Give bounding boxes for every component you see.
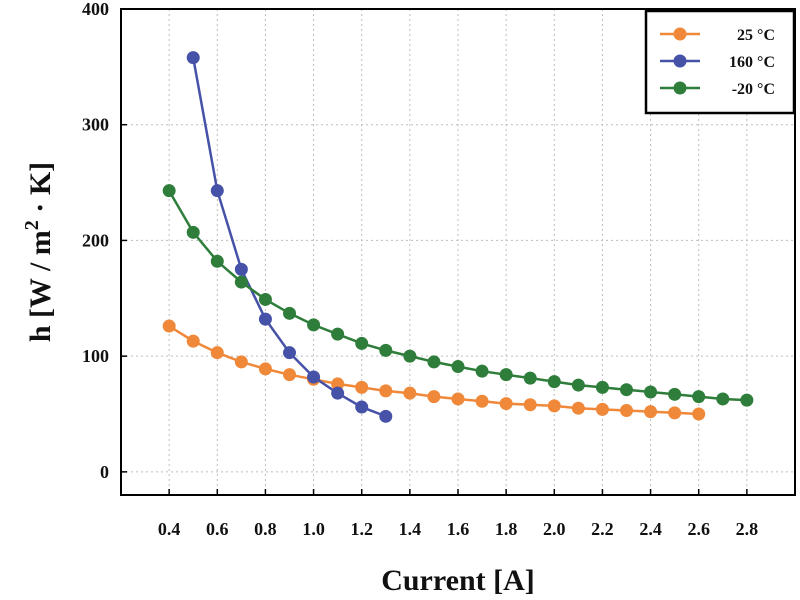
series-25c-point bbox=[475, 394, 489, 408]
series-160c-point bbox=[307, 370, 321, 384]
series-20c-point bbox=[210, 254, 224, 268]
series-25c-point bbox=[234, 355, 248, 369]
series-20c-point bbox=[234, 275, 248, 289]
series-20c-point bbox=[355, 336, 369, 350]
series-25c-point bbox=[403, 386, 417, 400]
series-20c-point bbox=[331, 327, 345, 341]
x-tick-label: 2.2 bbox=[591, 519, 614, 539]
series-25c-point bbox=[379, 384, 393, 398]
series-20c-point bbox=[740, 393, 754, 407]
series-20c-point bbox=[716, 392, 730, 406]
legend-box bbox=[644, 9, 796, 115]
series-160c-point bbox=[355, 400, 369, 414]
y-tick-label: 300 bbox=[82, 115, 109, 135]
x-tick-label: 1.4 bbox=[399, 519, 422, 539]
x-tick-label: 2.4 bbox=[639, 519, 662, 539]
series-160c-point bbox=[283, 346, 296, 360]
series-160c-point bbox=[210, 184, 224, 198]
series-25c-point bbox=[355, 380, 369, 394]
series-20c-point bbox=[403, 349, 417, 363]
series-25c-point bbox=[547, 399, 561, 413]
y-axis-title-suffix: · K] bbox=[24, 162, 57, 220]
y-axis-title-superscript: 2 bbox=[21, 220, 43, 230]
y-axis-title: h [W / m2 · K] bbox=[21, 162, 57, 342]
x-tick-label: 2.8 bbox=[736, 519, 759, 539]
series-160c-point bbox=[234, 262, 248, 276]
series-25c-point bbox=[595, 402, 609, 416]
x-tick-label: 2.0 bbox=[543, 519, 566, 539]
series-20c-point bbox=[620, 383, 633, 397]
legend-item-20c: -20 °C bbox=[660, 81, 775, 98]
legend-label: 160 °C bbox=[729, 54, 775, 71]
series-20c-point bbox=[186, 225, 200, 239]
series-20c-point bbox=[307, 318, 321, 332]
series-160c-point bbox=[186, 51, 200, 65]
y-tick-label: 200 bbox=[82, 230, 109, 250]
series-20c-point bbox=[283, 306, 296, 320]
series-20c-point bbox=[427, 355, 441, 369]
series-20c-point bbox=[547, 375, 561, 389]
series-25c-point bbox=[499, 397, 513, 411]
legend-swatch-marker bbox=[673, 81, 687, 95]
series-25c-point bbox=[644, 405, 658, 419]
series-20c-point bbox=[451, 360, 465, 374]
series-20c-point bbox=[475, 364, 489, 378]
series-25c-point bbox=[668, 406, 682, 420]
y-tick-label: 400 bbox=[82, 0, 109, 19]
x-tick-label: 2.6 bbox=[687, 519, 710, 539]
x-tick-label: 1.6 bbox=[447, 519, 470, 539]
legend: 25 °C 160 °C -20 °C bbox=[644, 9, 796, 115]
series-25c-point bbox=[451, 392, 465, 406]
y-tick-label: 0 bbox=[100, 462, 109, 482]
series-160c-point bbox=[331, 386, 345, 400]
series-20c-point bbox=[692, 390, 706, 404]
x-tick-label: 1.2 bbox=[350, 519, 373, 539]
series-20c-point bbox=[644, 385, 658, 399]
series-25c-point bbox=[258, 362, 272, 376]
series-20c-point bbox=[571, 378, 585, 392]
series-25c bbox=[162, 319, 706, 421]
series-25c-point bbox=[186, 334, 200, 348]
series-25c-point bbox=[427, 390, 441, 404]
series-160c-point bbox=[258, 312, 272, 326]
series-20c-point bbox=[258, 292, 272, 306]
axis-ticks: 0 100 200 300 400 0.4 0.6 0.8 1.0 1.2 1.4 1.6 1.8 2.0… bbox=[82, 0, 758, 539]
y-tick-label: 100 bbox=[82, 346, 109, 366]
series-20c-point bbox=[162, 184, 176, 198]
series-20c-point bbox=[523, 371, 537, 385]
x-tick-label: 0.6 bbox=[206, 519, 229, 539]
series-160c-line bbox=[191, 57, 387, 418]
series-25c-point bbox=[283, 368, 296, 382]
series-25c-point bbox=[210, 346, 224, 360]
series-25c-point bbox=[523, 398, 537, 412]
x-tick-label: 0.8 bbox=[254, 519, 277, 539]
legend-item-160c: 160 °C bbox=[660, 54, 775, 71]
series-25c-point bbox=[331, 377, 345, 391]
series-25c-point bbox=[162, 319, 176, 333]
series-layer bbox=[162, 51, 754, 423]
series-160c-point bbox=[379, 409, 393, 423]
x-tick-label: 0.4 bbox=[158, 519, 181, 539]
series-20c-point bbox=[668, 387, 682, 401]
series-160c bbox=[186, 51, 393, 423]
legend-swatch-marker bbox=[673, 27, 687, 41]
series-20c-point bbox=[499, 368, 513, 382]
x-tick-label: 1.0 bbox=[302, 519, 325, 539]
series-25c-point bbox=[620, 404, 633, 418]
y-axis-title-prefix: h [W / m bbox=[24, 230, 57, 342]
series-20c-point bbox=[595, 380, 609, 394]
x-tick-label: 1.8 bbox=[495, 519, 518, 539]
x-axis-title: Current [A] bbox=[381, 564, 535, 597]
series-25c-point bbox=[571, 401, 585, 415]
series-20c bbox=[162, 184, 754, 407]
legend-label: -20 °C bbox=[732, 81, 775, 98]
legend-item-25c: 25 °C bbox=[660, 27, 775, 44]
series-25c-point bbox=[692, 407, 706, 421]
legend-label: 25 °C bbox=[737, 27, 775, 44]
legend-swatch-marker bbox=[673, 54, 687, 68]
series-20c-point bbox=[379, 343, 393, 357]
